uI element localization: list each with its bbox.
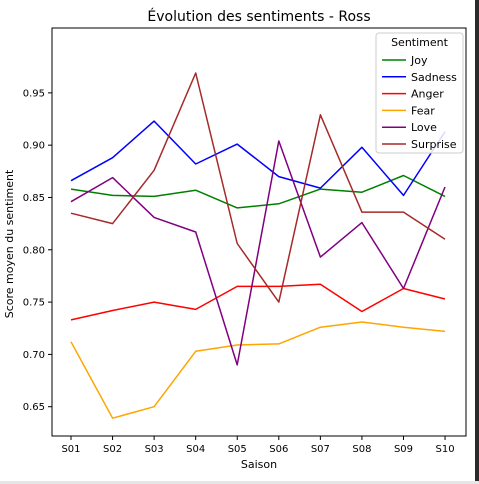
series-line-fear: [70, 321, 446, 419]
plot-frame: [51, 27, 467, 437]
legend-label: Surprise: [411, 138, 457, 151]
x-tick-label: S04: [186, 444, 205, 455]
bottom-strip: [0, 481, 479, 484]
series-line-love: [70, 140, 446, 366]
y-tick-label: 0.65: [23, 402, 45, 413]
x-tick-label: S09: [394, 444, 413, 455]
x-tick-label: S03: [145, 444, 164, 455]
y-axis-label: Score moyen du sentiment: [3, 169, 16, 318]
x-tick-label: S07: [311, 444, 330, 455]
chart-title: Évolution des sentiments - Ross: [147, 8, 370, 25]
x-tick-label: S01: [61, 444, 80, 455]
legend-box: [375, 32, 464, 154]
series-line-anger: [70, 283, 446, 321]
legend-label: Joy: [410, 54, 428, 67]
y-tick-label: 0.90: [23, 141, 45, 152]
x-tick-label: S05: [228, 444, 247, 455]
legend-label: Sadness: [411, 71, 457, 84]
x-tick-label: S02: [103, 444, 122, 455]
legend-label: Love: [411, 121, 437, 134]
x-tick-label: S08: [352, 444, 371, 455]
window-edge: [475, 0, 479, 484]
x-tick-label: S10: [436, 444, 455, 455]
y-tick-label: 0.70: [23, 350, 45, 361]
y-tick-label: 0.80: [23, 245, 45, 256]
x-tick-label: S06: [269, 444, 288, 455]
y-tick-label: 0.95: [23, 88, 45, 99]
legend-label: Anger: [411, 88, 444, 101]
legend-label: Fear: [411, 104, 435, 117]
series-line-sadness: [70, 120, 446, 197]
y-tick-label: 0.75: [23, 298, 45, 309]
y-tick-label: 0.85: [23, 193, 45, 204]
series-line-surprise: [70, 72, 446, 303]
x-axis-label: Saison: [241, 458, 277, 471]
axis-ticks: S01 S02 S03 S04 S05 S06 S07 S08 S09 S10 0.65 0.70 0.…: [23, 88, 455, 455]
series-lines: [70, 72, 446, 419]
legend: Sentiment Joy Sadness Anger Fear Love Surprise: [375, 32, 464, 154]
legend-title: Sentiment: [391, 36, 449, 49]
